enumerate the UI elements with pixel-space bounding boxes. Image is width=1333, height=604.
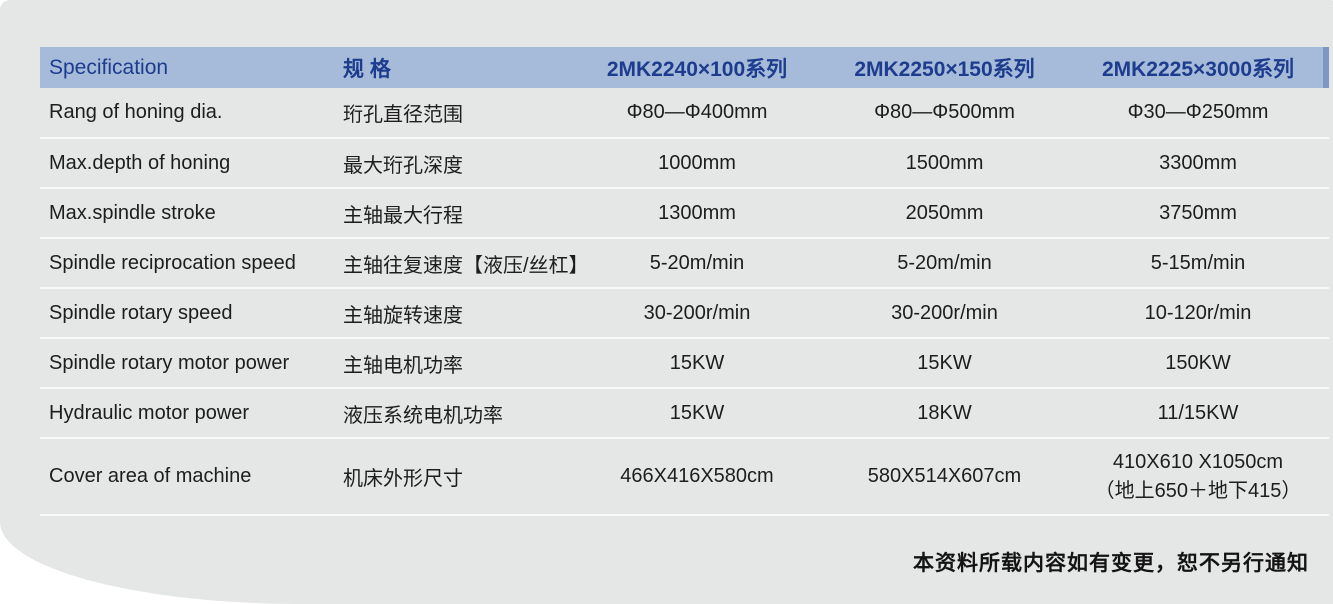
spec-name-zh: 主轴往复速度【液压/丝杠】 [343,254,589,277]
table-row: Hydraulic motor power 液压系统电机功率 15KW 18KW… [40,388,1329,438]
table-row: Spindle rotary speed 主轴旋转速度 30-200r/min … [40,288,1329,338]
spec-name-zh: 主轴旋转速度 [343,304,463,327]
spec-value-series-3: 410X610 X1050cm （地上650＋地下415） [1067,438,1329,515]
spec-name-en: Max.depth of honing [49,151,231,174]
spec-name-en: Hydraulic motor power [49,401,250,424]
spec-value-series-1: 30-200r/min [643,301,751,324]
spec-value-series-1: 15KW [669,401,725,424]
spec-name-en: Max.spindle stroke [49,201,216,224]
spec-value-series-1: 1300mm [658,201,736,224]
spec-value-series-3: 150KW [1165,351,1231,374]
header-series-2: 2MK2250×150系列 [854,57,1035,81]
spec-name-zh: 主轴电机功率 [343,354,463,377]
table-row: Max.depth of honing 最大珩孔深度 1000mm 1500mm… [40,138,1329,188]
spec-value-series-2: 2050mm [905,201,984,224]
spec-value-series-2: 5-20m/min [897,251,992,274]
spec-value-series-2: 30-200r/min [891,301,998,324]
table-header-row: Specification 规 格 2MK2240×100系列 2MK2250×… [40,47,1329,88]
spec-name-en: Spindle rotary speed [49,301,233,324]
table-row: Spindle rotary motor power 主轴电机功率 15KW 1… [40,338,1329,388]
spec-name-zh: 液压系统电机功率 [343,404,503,427]
header-specification: Specification [49,55,169,79]
spec-name-en: Cover area of machine [49,465,252,487]
spec-name-zh: 珩孔直径范围 [343,104,463,126]
table-row: Cover area of machine 机床外形尺寸 466X416X580… [40,438,1329,515]
table-row: Spindle reciprocation speed 主轴往复速度【液压/丝杠… [40,238,1329,288]
spec-value-series-3: Φ30—Φ250mm [1127,101,1269,123]
spec-name-en: Rang of honing dia. [49,101,223,123]
spec-value-series-1: 466X416X580cm [620,465,774,487]
header-right-edge-accent [1323,47,1329,88]
spec-value-series-3: 3300mm [1159,151,1237,174]
spec-value-series-2: 1500mm [905,151,984,174]
spec-table-body: Rang of honing dia. 珩孔直径范围 Φ80—Φ400mm Φ8… [40,88,1329,515]
header-series-1: 2MK2240×100系列 [606,57,788,81]
specification-table: Specification 规 格 2MK2240×100系列 2MK2250×… [40,47,1329,516]
spec-name-zh: 机床外形尺寸 [343,468,463,490]
spec-value-series-3: 3750mm [1159,201,1237,224]
header-spec-zh: 规 格 [343,57,391,81]
spec-value-series-1: 15KW [669,351,725,374]
spec-value-note: （地上650＋地下415） [1094,479,1302,502]
header-series-3: 2MK2225×3000系列 [1101,57,1295,81]
spec-value-series-2: Φ80—Φ500mm [874,101,1015,123]
spec-value-series-1: 1000mm [658,151,736,174]
spec-value-series-3: 10-120r/min [1144,301,1252,324]
spec-table: Specification 规 格 2MK2240×100系列 2MK2250×… [40,47,1329,516]
spec-name-en: Spindle rotary motor power [49,351,290,374]
spec-name-en: Spindle reciprocation speed [49,251,296,274]
table-row: Max.spindle stroke 主轴最大行程 1300mm 2050mm … [40,188,1329,238]
spec-value-series-2: 15KW [917,351,972,374]
table-row: Rang of honing dia. 珩孔直径范围 Φ80—Φ400mm Φ8… [40,88,1329,138]
spec-name-zh: 主轴最大行程 [343,204,463,227]
spec-value-series-3: 5-15m/min [1150,251,1246,274]
spec-value-series-2: 18KW [917,401,972,424]
spec-value-series-2: 580X514X607cm [867,465,1022,487]
spec-value-series-1: Φ80—Φ400mm [626,101,768,123]
footer-disclaimer: 本资料所载内容如有变更，恕不另行通知 [913,552,1309,575]
spec-value-series-3: 11/15KW [1157,401,1239,424]
spec-value-series-1: 5-20m/min [649,251,745,274]
spec-name-zh: 最大珩孔深度 [343,154,463,177]
